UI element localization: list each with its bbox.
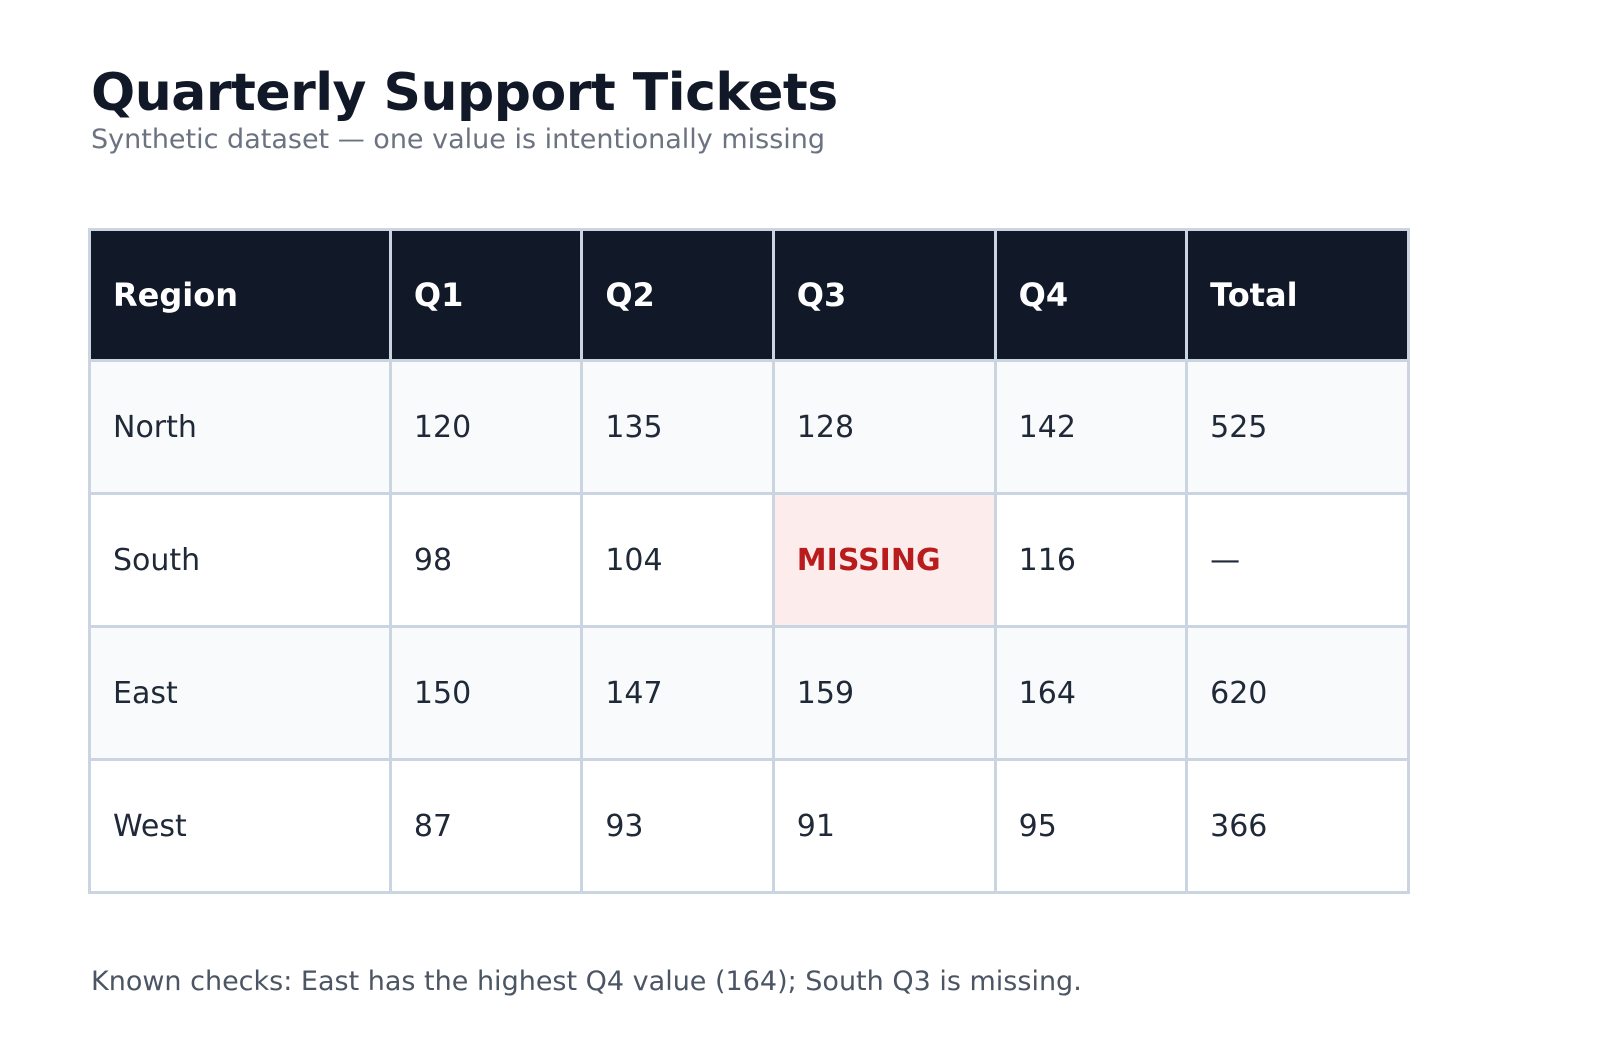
- tickets-table: Region Q1 Q2 Q3 Q4 Total North 120 135 1…: [88, 228, 1410, 894]
- cell-total: —: [1188, 495, 1407, 625]
- page-title: Quarterly Support Tickets: [91, 63, 838, 123]
- cell-q3: 128: [774, 362, 994, 492]
- cell-q4: 164: [996, 628, 1186, 758]
- footer-note: Known checks: East has the highest Q4 va…: [91, 966, 1082, 997]
- cell-q1: 87: [391, 761, 581, 891]
- cell-q4: 142: [996, 362, 1186, 492]
- column-header-total: Total: [1188, 231, 1407, 359]
- cell-q2: 104: [583, 495, 772, 625]
- cell-region: South: [91, 495, 389, 625]
- table-row-north: North 120 135 128 142 525: [91, 362, 1407, 492]
- column-header-q4: Q4: [996, 231, 1186, 359]
- cell-q2: 93: [583, 761, 772, 891]
- cell-region: West: [91, 761, 389, 891]
- table-row-east: East 150 147 159 164 620: [91, 628, 1407, 758]
- column-header-region: Region: [91, 231, 389, 359]
- cell-q2: 147: [583, 628, 772, 758]
- column-header-q1: Q1: [391, 231, 581, 359]
- cell-q1: 120: [391, 362, 581, 492]
- cell-q1: 150: [391, 628, 581, 758]
- cell-region: East: [91, 628, 389, 758]
- page-subtitle: Synthetic dataset — one value is intenti…: [91, 124, 826, 155]
- cell-q3: 159: [774, 628, 994, 758]
- table-row-west: West 87 93 91 95 366: [91, 761, 1407, 891]
- cell-q2: 135: [583, 362, 772, 492]
- cell-q3: 91: [774, 761, 994, 891]
- cell-q3-missing: MISSING: [774, 495, 994, 625]
- cell-q4: 95: [996, 761, 1186, 891]
- table-header-row: Region Q1 Q2 Q3 Q4 Total: [91, 231, 1407, 359]
- table-row-south: South 98 104 MISSING 116 —: [91, 495, 1407, 625]
- column-header-q3: Q3: [774, 231, 994, 359]
- cell-total: 366: [1188, 761, 1407, 891]
- cell-region: North: [91, 362, 389, 492]
- cell-total: 525: [1188, 362, 1407, 492]
- cell-q4: 116: [996, 495, 1186, 625]
- cell-q1: 98: [391, 495, 581, 625]
- cell-total: 620: [1188, 628, 1407, 758]
- column-header-q2: Q2: [583, 231, 772, 359]
